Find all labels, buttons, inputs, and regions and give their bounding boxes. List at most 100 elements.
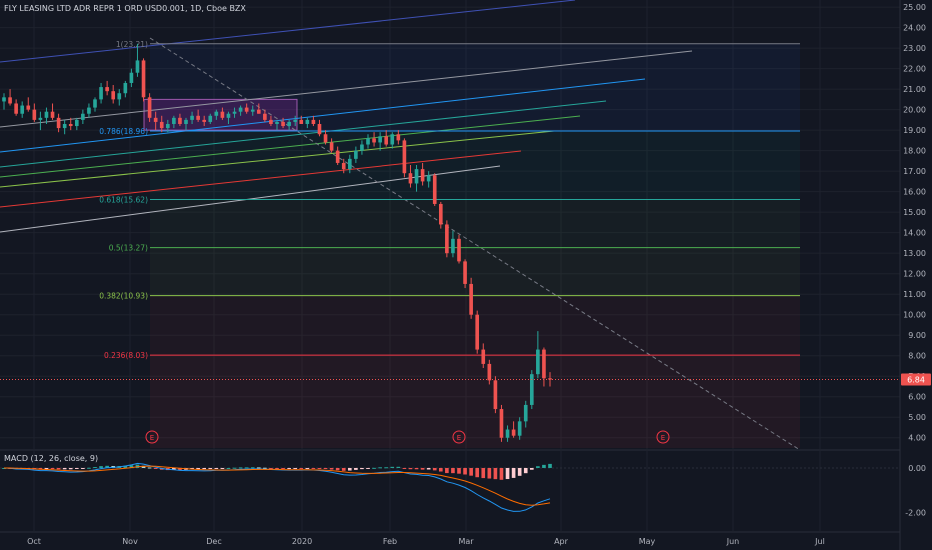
macd-histogram-bar [390, 466, 395, 468]
x-tick-label: Nov [122, 537, 138, 546]
last-price-tag [901, 373, 931, 386]
fib-band [150, 295, 800, 356]
candle-body [178, 117, 182, 124]
macd-histogram-bar [244, 467, 249, 469]
candle-body [117, 93, 122, 100]
macd-pane [0, 462, 900, 512]
macd-histogram-bar [542, 464, 546, 468]
macd-histogram-bar [438, 467, 443, 472]
candle-body [366, 138, 370, 145]
macd-histogram-bar [208, 467, 213, 469]
macd-histogram-bar [536, 466, 540, 468]
candle-body [147, 97, 152, 118]
y-tick-label: 11.00 [903, 290, 926, 299]
candle-body [347, 158, 352, 170]
candle-body [390, 134, 395, 145]
candle-body [81, 113, 85, 120]
candle-body [408, 173, 413, 184]
candle-body [159, 121, 164, 129]
macd-histogram-bar [445, 467, 449, 474]
macd-histogram-bar [505, 467, 510, 480]
macd-histogram-bar [529, 467, 534, 470]
x-tick-label: Mar [458, 537, 474, 546]
y-tick-label: 14.00 [903, 229, 926, 238]
candle-body [299, 119, 304, 124]
macd-histogram-bar [269, 467, 273, 469]
fib-band [150, 43, 800, 131]
candle-body [451, 238, 455, 254]
candle-body [269, 119, 273, 124]
macd-histogram-bar [487, 467, 492, 479]
macd-histogram-bar [238, 467, 243, 469]
time-axis[interactable]: Oct Nov Dec 2020 Feb Mar Apr May Jun Jul [27, 537, 825, 546]
y-tick-label: 13.00 [903, 249, 926, 258]
earnings-event-marker [452, 430, 466, 444]
candle-body [396, 134, 401, 141]
trend-line [0, 50, 693, 128]
candle-body [517, 421, 522, 436]
x-tick-label: Dec [206, 537, 221, 546]
candle-body [20, 105, 25, 114]
fib-band [150, 247, 800, 296]
exchange-label: Cboe BZX [206, 4, 246, 13]
candle-body [93, 99, 97, 108]
price-axis-bg [900, 0, 932, 550]
fib-band [150, 130, 800, 200]
y-tick-label: 16.00 [903, 188, 926, 197]
macd-histogram-bar [511, 467, 516, 478]
price-axis[interactable]: 4.005.006.007.008.009.0010.0011.0012.001… [899, 0, 932, 550]
macd-histogram-bar [56, 467, 61, 470]
macd-histogram-bar [323, 467, 328, 469]
candle-body [32, 109, 37, 120]
candle-body [238, 107, 243, 112]
macd-histogram-bar [178, 467, 182, 471]
macd-histogram-bar [378, 467, 382, 469]
y-tick-label: 8.00 [908, 352, 926, 361]
candle-body [384, 136, 389, 145]
trend-line [0, 130, 555, 188]
macd-histogram-bar [384, 467, 389, 469]
shaded-regions [143, 43, 800, 448]
candle-series [0, 43, 900, 442]
candle-body [335, 150, 340, 163]
candle-body [135, 60, 140, 73]
candle-body [99, 87, 103, 100]
candle-body [469, 283, 473, 315]
fib-levels[interactable]: 1(23.21) 0.786(18.96) 0.618(15.62) 0.5(13.2… [99, 40, 800, 360]
candle-body [487, 363, 492, 381]
candle-body [172, 117, 176, 124]
trend-line [0, 78, 646, 153]
y-tick-label: 17.00 [903, 167, 926, 176]
interval-label[interactable]: 1D [190, 4, 202, 13]
candle-body [56, 117, 61, 129]
symbol-name[interactable]: FLY LEASING LTD ADR REPR 1 ORD USD0.001 [4, 4, 185, 13]
candle-body [214, 111, 219, 116]
candle-body [111, 91, 116, 100]
x-tick-label: Apr [554, 537, 569, 546]
candle-body [287, 121, 291, 127]
macd-title: MACD (12, 26, close, 9) [4, 454, 99, 463]
candle-body [165, 123, 170, 129]
candle-body [293, 119, 298, 122]
candle-body [529, 374, 534, 405]
macd-histogram-bar [172, 467, 176, 470]
candle-body [105, 87, 109, 92]
x-tick-label: Jun [726, 537, 740, 546]
y-tick-label: 25.00 [903, 3, 926, 12]
macd-histogram-bar [281, 467, 285, 469]
macd-signal-line [4, 465, 551, 506]
fib-label: 1(23.21) [116, 40, 148, 49]
candle-body [548, 378, 552, 380]
x-tick-label: Jul [814, 537, 825, 546]
trend-line [0, 0, 576, 63]
candle-body [475, 314, 480, 350]
candle-body [129, 72, 134, 83]
chart-header: FLY LEASING LTD ADR REPR 1 ORD USD0.001,… [4, 4, 246, 13]
candle-body [420, 169, 425, 182]
candle-body [14, 103, 18, 114]
candle-body [426, 175, 431, 182]
earnings-event-marker [656, 430, 670, 444]
candle-body [184, 119, 188, 124]
